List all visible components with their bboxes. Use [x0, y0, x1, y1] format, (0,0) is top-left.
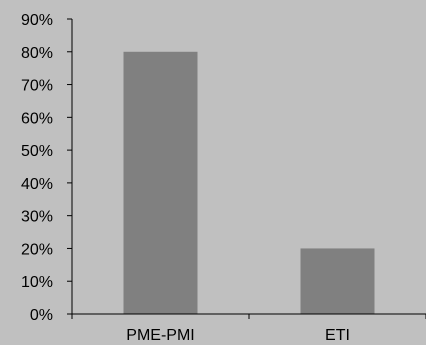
y-axis-ticks: 0% 10% 20% 30% 40% 50% 60% 70% 80% 90%: [21, 12, 72, 324]
x-tick-label: ETI: [325, 327, 350, 344]
x-axis-ticks: PME-PMI ETI: [71, 314, 426, 344]
y-tick-label: 20%: [21, 241, 53, 258]
y-tick-label: 0%: [30, 307, 53, 324]
x-tick-label: PME-PMI: [126, 327, 194, 344]
y-tick-label: 40%: [21, 176, 53, 193]
y-tick-label: 70%: [21, 78, 53, 95]
bar-eti: [300, 248, 375, 314]
y-tick-label: 80%: [21, 45, 53, 62]
y-tick-label: 90%: [21, 12, 53, 29]
y-tick-label: 10%: [21, 274, 53, 291]
bar-group: [123, 51, 375, 315]
bar-pme-pmi: [123, 51, 198, 315]
y-tick-label: 50%: [21, 143, 53, 160]
y-tick-label: 30%: [21, 209, 53, 226]
y-tick-label: 60%: [21, 110, 53, 127]
